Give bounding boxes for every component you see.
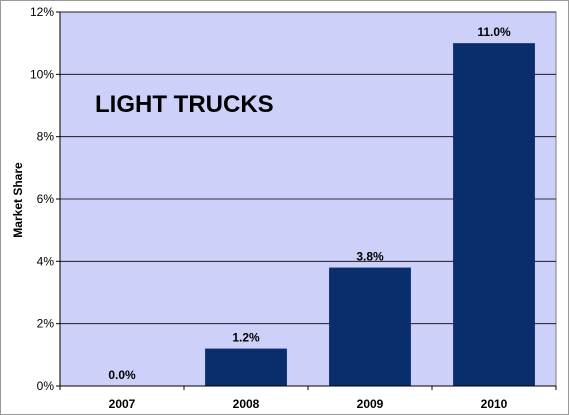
x-tick-label: 2009 [357,397,384,411]
bar [453,43,535,387]
data-labels: 0.0% 1.2% 3.8% 11.0% [108,25,511,382]
y-axis-label: Market Share [11,162,25,238]
x-tick-labels: 2007 2008 2009 2010 [109,397,508,411]
bar [205,348,287,386]
y-tick-label: 2% [37,317,55,331]
y-tick-label: 4% [37,254,55,268]
chart-title: LIGHT TRUCKS [95,91,274,118]
y-tick-label: 8% [37,130,55,144]
data-label: 1.2% [232,331,260,345]
y-tick-label: 6% [37,192,55,206]
y-tick-label: 0% [37,379,55,393]
axes [56,11,557,390]
data-label: 0.0% [108,368,136,382]
data-label: 3.8% [356,250,384,264]
y-tick-labels: 0% 2% 4% 6% 8% 10% 12% [30,5,54,393]
x-tick-label: 2010 [481,397,508,411]
bar [329,267,411,386]
x-tick-label: 2007 [109,397,136,411]
y-tick-label: 12% [30,5,54,19]
x-tick-label: 2008 [233,397,260,411]
data-label: 11.0% [477,25,511,39]
y-tick-label: 10% [30,67,54,81]
bars [205,43,535,387]
